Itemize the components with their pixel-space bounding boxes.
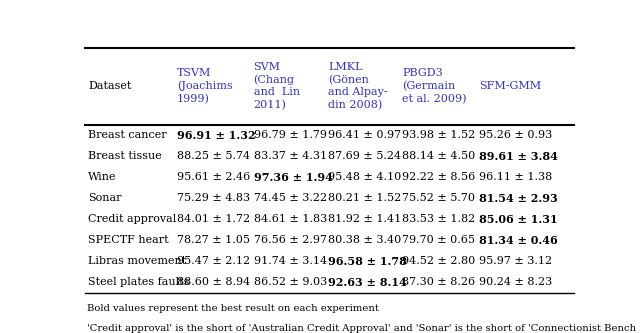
Text: 87.69 ± 5.24: 87.69 ± 5.24 bbox=[328, 151, 401, 161]
Text: 78.27 ± 1.05: 78.27 ± 1.05 bbox=[177, 235, 250, 245]
Text: 88.60 ± 8.94: 88.60 ± 8.94 bbox=[177, 277, 250, 287]
Text: 83.53 ± 1.82: 83.53 ± 1.82 bbox=[403, 214, 476, 224]
Text: SPECTF heart: SPECTF heart bbox=[88, 235, 169, 245]
Text: 87.30 ± 8.26: 87.30 ± 8.26 bbox=[403, 277, 476, 287]
Text: 96.41 ± 0.97: 96.41 ± 0.97 bbox=[328, 130, 401, 140]
Text: 74.45 ± 3.22: 74.45 ± 3.22 bbox=[253, 193, 327, 203]
Text: Dataset: Dataset bbox=[88, 81, 132, 91]
Text: Libras movement: Libras movement bbox=[88, 256, 187, 266]
Text: 75.29 ± 4.83: 75.29 ± 4.83 bbox=[177, 193, 250, 203]
Text: 95.97 ± 3.12: 95.97 ± 3.12 bbox=[479, 256, 552, 266]
Text: 92.63 ± 8.14: 92.63 ± 8.14 bbox=[328, 277, 407, 288]
Text: 81.34 ± 0.46: 81.34 ± 0.46 bbox=[479, 235, 558, 246]
Text: 86.52 ± 9.03: 86.52 ± 9.03 bbox=[253, 277, 327, 287]
Text: 88.14 ± 4.50: 88.14 ± 4.50 bbox=[403, 151, 476, 161]
Text: 95.48 ± 4.10: 95.48 ± 4.10 bbox=[328, 172, 401, 182]
Text: 89.61 ± 3.84: 89.61 ± 3.84 bbox=[479, 151, 558, 162]
Text: Breast cancer: Breast cancer bbox=[88, 130, 167, 140]
Text: 80.38 ± 3.40: 80.38 ± 3.40 bbox=[328, 235, 401, 245]
Text: 95.47 ± 2.12: 95.47 ± 2.12 bbox=[177, 256, 250, 266]
Text: 96.58 ± 1.78: 96.58 ± 1.78 bbox=[328, 256, 407, 267]
Text: 'Credit approval' is the short of 'Australian Credit Approval' and 'Sonar' is th: 'Credit approval' is the short of 'Austr… bbox=[88, 324, 637, 333]
Text: Steel plates faults: Steel plates faults bbox=[88, 277, 190, 287]
Text: 81.54 ± 2.93: 81.54 ± 2.93 bbox=[479, 193, 558, 204]
Text: 88.25 ± 5.74: 88.25 ± 5.74 bbox=[177, 151, 250, 161]
Text: 96.91 ± 1.32: 96.91 ± 1.32 bbox=[177, 130, 255, 141]
Text: TSVM
(Joachims
1999): TSVM (Joachims 1999) bbox=[177, 68, 232, 104]
Text: 84.01 ± 1.72: 84.01 ± 1.72 bbox=[177, 214, 250, 224]
Text: 95.61 ± 2.46: 95.61 ± 2.46 bbox=[177, 172, 250, 182]
Text: LMKL
(Gönen
and Alpay-
din 2008): LMKL (Gönen and Alpay- din 2008) bbox=[328, 62, 388, 110]
Text: 80.21 ± 1.52: 80.21 ± 1.52 bbox=[328, 193, 401, 203]
Text: 75.52 ± 5.70: 75.52 ± 5.70 bbox=[403, 193, 476, 203]
Text: 91.74 ± 3.14: 91.74 ± 3.14 bbox=[253, 256, 327, 266]
Text: 81.92 ± 1.41: 81.92 ± 1.41 bbox=[328, 214, 401, 224]
Text: 95.26 ± 0.93: 95.26 ± 0.93 bbox=[479, 130, 552, 140]
Text: SFM-GMM: SFM-GMM bbox=[479, 81, 541, 91]
Text: 93.98 ± 1.52: 93.98 ± 1.52 bbox=[403, 130, 476, 140]
Text: 94.52 ± 2.80: 94.52 ± 2.80 bbox=[403, 256, 476, 266]
Text: SVM
(Chang
and  Lin
2011): SVM (Chang and Lin 2011) bbox=[253, 62, 300, 110]
Text: Sonar: Sonar bbox=[88, 193, 122, 203]
Text: 90.24 ± 8.23: 90.24 ± 8.23 bbox=[479, 277, 552, 287]
Text: 85.06 ± 1.31: 85.06 ± 1.31 bbox=[479, 214, 558, 225]
Text: 79.70 ± 0.65: 79.70 ± 0.65 bbox=[403, 235, 476, 245]
Text: 96.79 ± 1.79: 96.79 ± 1.79 bbox=[253, 130, 326, 140]
Text: 92.22 ± 8.56: 92.22 ± 8.56 bbox=[403, 172, 476, 182]
Text: 96.11 ± 1.38: 96.11 ± 1.38 bbox=[479, 172, 552, 182]
Text: Bold values represent the best result on each experiment: Bold values represent the best result on… bbox=[88, 304, 380, 313]
Text: 83.37 ± 4.31: 83.37 ± 4.31 bbox=[253, 151, 327, 161]
Text: Credit approval: Credit approval bbox=[88, 214, 177, 224]
Text: 84.61 ± 1.83: 84.61 ± 1.83 bbox=[253, 214, 327, 224]
Text: Wine: Wine bbox=[88, 172, 117, 182]
Text: 76.56 ± 2.97: 76.56 ± 2.97 bbox=[253, 235, 326, 245]
Text: Breast tissue: Breast tissue bbox=[88, 151, 162, 161]
Text: PBGD3
(Germain
et al. 2009): PBGD3 (Germain et al. 2009) bbox=[403, 68, 467, 104]
Text: 97.36 ± 1.94: 97.36 ± 1.94 bbox=[253, 171, 332, 182]
